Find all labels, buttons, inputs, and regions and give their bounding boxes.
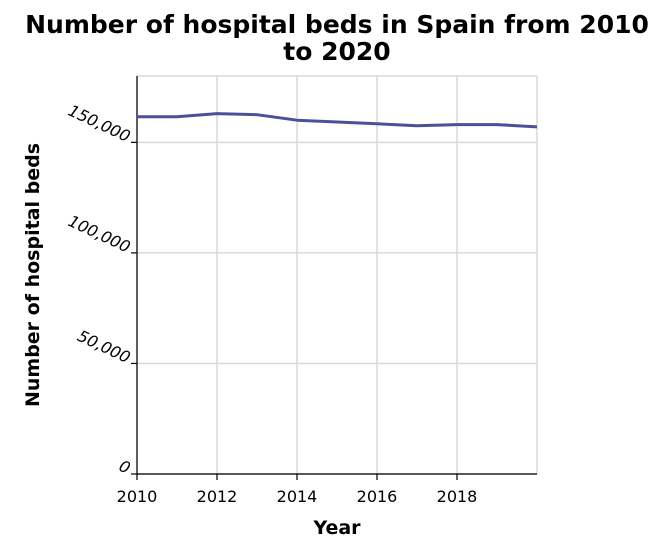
y-tick-labels: 0 50,000 100,000 150,000 xyxy=(65,101,133,478)
gridlines xyxy=(136,75,538,475)
y-tick-label: 150,000 xyxy=(65,101,133,146)
x-tick-label: 2018 xyxy=(437,487,478,506)
x-tick-label: 2016 xyxy=(357,487,398,506)
y-tick-label: 100,000 xyxy=(65,211,133,256)
x-axis-label: Year xyxy=(312,517,361,539)
series-line xyxy=(137,112,538,129)
x-tick-label: 2012 xyxy=(197,487,238,506)
chart-title-line-2: to 2020 xyxy=(283,37,390,66)
series xyxy=(136,112,538,129)
chart-title-line-1: Number of hospital beds in Spain from 20… xyxy=(25,10,649,39)
y-tick-label: 50,000 xyxy=(75,326,134,367)
y-axis-label: Number of hospital beds xyxy=(22,143,44,407)
x-tick-label: 2010 xyxy=(117,487,158,506)
x-tick-labels: 2010 2012 2014 2016 2018 xyxy=(117,487,478,506)
y-tick-label: 0 xyxy=(116,456,133,478)
x-tick-label: 2014 xyxy=(277,487,318,506)
axes xyxy=(131,76,537,480)
